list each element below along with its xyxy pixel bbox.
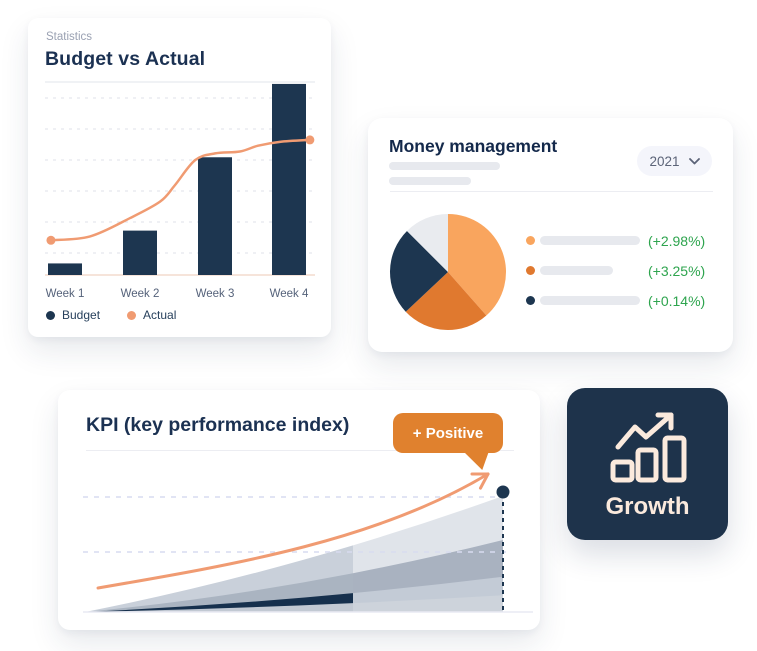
budget-chart-legend: Budget Actual bbox=[46, 308, 176, 322]
money-management-card: Money management 2021 (+2.98%) (+3.25%) bbox=[368, 118, 733, 352]
kpi-card: KPI (key performance index) + Positive bbox=[58, 390, 540, 630]
pie-legend-dot bbox=[526, 236, 535, 245]
growth-tile: Growth bbox=[567, 388, 728, 540]
change-percentage: (+0.14%) bbox=[648, 293, 706, 309]
svg-text:Week 1: Week 1 bbox=[46, 288, 85, 300]
pie-legend-dot bbox=[526, 296, 535, 305]
year-dropdown[interactable]: 2021 bbox=[637, 146, 712, 176]
pie-legend-dot bbox=[526, 266, 535, 275]
kpi-card-title: KPI (key performance index) bbox=[86, 414, 350, 436]
budget-card-title: Budget vs Actual bbox=[45, 48, 206, 70]
svg-text:Week 2: Week 2 bbox=[121, 288, 160, 300]
budget-card: Statistics Budget vs Actual Week 1 Week 2… bbox=[28, 18, 331, 337]
budget-legend-dot bbox=[46, 310, 55, 320]
growth-chart-icon bbox=[610, 412, 686, 483]
text-placeholder-line bbox=[540, 296, 640, 305]
kpi-area-chart bbox=[83, 472, 533, 613]
budget-vs-actual-chart: Week 1 Week 2 Week 3 Week 4 bbox=[45, 81, 315, 300]
text-placeholder-line bbox=[540, 236, 640, 245]
text-placeholder-line bbox=[389, 177, 471, 185]
change-percentage: (+3.25%) bbox=[648, 263, 706, 279]
growth-label: Growth bbox=[605, 493, 690, 520]
money-card-divider bbox=[390, 191, 713, 192]
money-card-title: Money management bbox=[389, 136, 558, 156]
budget-legend-label: Budget bbox=[62, 308, 101, 322]
chevron-down-icon bbox=[688, 157, 700, 164]
svg-text:Week 4: Week 4 bbox=[270, 288, 309, 300]
svg-text:Week 3: Week 3 bbox=[196, 288, 235, 300]
money-pie-chart bbox=[390, 214, 507, 331]
budget-card-eyebrow: Statistics bbox=[46, 31, 93, 43]
text-placeholder-line bbox=[540, 266, 613, 275]
pie-legend-row: (+2.98%) bbox=[526, 226, 716, 256]
pie-legend-row: (+3.25%) bbox=[526, 256, 716, 286]
text-placeholder-line bbox=[389, 162, 500, 170]
pie-legend-row: (+0.14%) bbox=[526, 286, 716, 316]
change-percentage: (+2.98%) bbox=[648, 233, 706, 249]
kpi-card-divider bbox=[86, 450, 514, 451]
pie-legend: (+2.98%) (+3.25%) (+0.14%) bbox=[526, 226, 716, 316]
positive-badge-label: + Positive bbox=[412, 424, 484, 442]
actual-legend-dot bbox=[127, 310, 137, 320]
actual-legend-label: Actual bbox=[143, 308, 177, 322]
year-dropdown-value: 2021 bbox=[649, 153, 680, 169]
positive-badge: + Positive bbox=[393, 413, 503, 453]
